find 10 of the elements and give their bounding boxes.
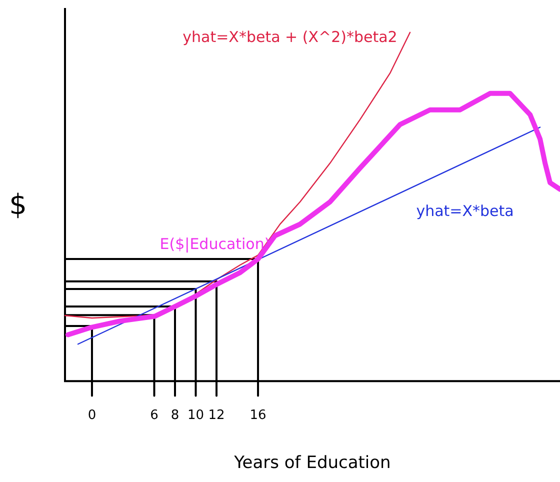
- x-tick-label: 12: [208, 408, 225, 424]
- x-tick-label: 8: [170, 408, 180, 424]
- x-tick-label: 16: [250, 408, 266, 424]
- annotation: yhat=X*beta + (X^2)*beta2: [182, 28, 398, 46]
- x-tick-label: 0: [88, 408, 96, 424]
- x-tick-label: 6: [150, 408, 158, 424]
- x-tick-label: 10: [187, 408, 204, 424]
- x-axis-title: Years of Education: [233, 453, 391, 474]
- annotation: yhat=X*beta: [416, 202, 514, 220]
- y-axis-title: $: [9, 188, 27, 222]
